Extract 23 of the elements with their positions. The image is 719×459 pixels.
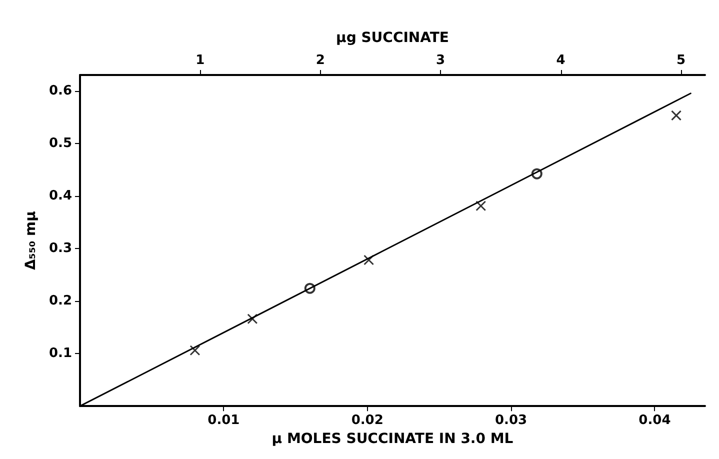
x-tick-label: 0.03 xyxy=(494,413,528,428)
point xyxy=(671,110,682,121)
y-tick-label: 0.1 xyxy=(48,346,72,362)
x-axis-title: μ MOLES SUCCINATE IN 3.0 ML xyxy=(272,431,514,447)
x2-tick-label: 5 xyxy=(676,53,686,68)
y-tick-label: 0.3 xyxy=(48,240,72,256)
y-tick-label: 0.4 xyxy=(48,188,72,204)
y-tick-label: 0.2 xyxy=(48,293,72,308)
x-tick-label: 0.01 xyxy=(208,413,240,428)
x-tick-label: 0.02 xyxy=(351,413,384,428)
point xyxy=(364,254,374,266)
point xyxy=(247,314,258,324)
y-axis-title: Δ₅₅₀ mμ xyxy=(23,211,39,270)
x2-tick-label: 3 xyxy=(436,53,446,68)
x2-tick-label: 2 xyxy=(316,53,325,68)
x-tick-label: 0.04 xyxy=(638,413,671,428)
y-tick-label: 0.5 xyxy=(48,136,72,151)
x2-axis-title: μg SUCCINATE xyxy=(336,30,449,46)
x2-tick-label: 1 xyxy=(196,53,205,68)
y-tick-label: 0.6 xyxy=(48,83,72,98)
x2-tick-label: 4 xyxy=(556,53,566,68)
point xyxy=(190,345,200,356)
point xyxy=(476,200,486,212)
